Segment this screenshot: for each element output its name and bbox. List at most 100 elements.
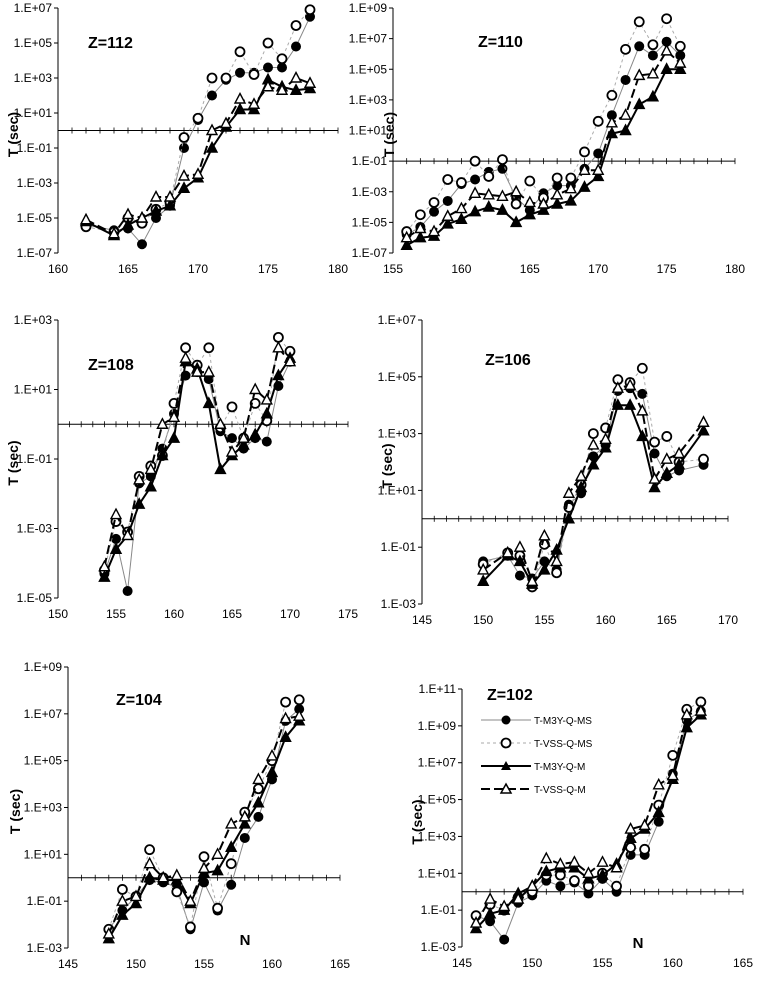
- data-point: [225, 445, 239, 457]
- y-tick-label: 1.E-01: [421, 903, 457, 917]
- data-point: [674, 62, 687, 74]
- y-tick-label: 1.E+03: [349, 93, 388, 107]
- data-point: [429, 206, 440, 217]
- series-t-vss-q-m: [102, 709, 306, 939]
- data-point: [262, 37, 274, 49]
- data-point: [550, 554, 563, 567]
- panel-z110: 1.E-07 1.E-05 1.E-03 1.E-01 1.E+01 1.E+03 1.E+…: [349, 1, 746, 276]
- panel-z104: 1.E-03 1.E-01 1.E+01 1.E+03 1.E+05 1.E+07 1.E+…: [7, 660, 350, 971]
- data-point: [483, 906, 497, 919]
- data-point: [636, 429, 649, 442]
- data-point: [574, 469, 588, 481]
- data-point: [660, 62, 673, 74]
- data-point: [252, 772, 265, 785]
- data-point: [206, 72, 218, 84]
- x-tick-label: 155: [194, 957, 214, 971]
- data-point: [149, 189, 163, 202]
- y-tick-label: 1.E+07: [14, 1, 53, 15]
- data-point: [79, 212, 93, 225]
- data-point: [135, 210, 149, 223]
- data-point: [197, 861, 211, 874]
- data-point: [280, 696, 292, 708]
- y-tick-label: 1.E-03: [27, 941, 63, 955]
- series-line-t-m3y-q-m: [85, 78, 311, 237]
- y-tick-label: 1.E-07: [352, 246, 388, 260]
- series-t-vss-q-m: [477, 378, 710, 586]
- y-tick-label: 1.E+01: [378, 483, 417, 497]
- data-point: [483, 892, 497, 904]
- legend: T-M3Y-Q-MS T-VSS-Q-MS T-M3Y-Q-M T-VSS-Q-…: [478, 708, 598, 796]
- data-point: [279, 711, 292, 724]
- x-tick-label: 155: [592, 956, 612, 970]
- x-tick-label: 145: [452, 956, 472, 970]
- data-point: [497, 154, 508, 165]
- data-point: [568, 855, 581, 867]
- data-point: [249, 382, 262, 395]
- data-point: [636, 403, 649, 416]
- data-point: [238, 816, 251, 829]
- y-tick-label: 1.E-05: [352, 215, 388, 229]
- data-point: [121, 528, 134, 541]
- legend-item: T-VSS-Q-M: [481, 782, 586, 796]
- data-point: [225, 858, 237, 870]
- series-t-vss-q-m: [98, 340, 297, 572]
- y-tick-label: 1.E-03: [381, 597, 417, 611]
- data-point: [660, 43, 673, 56]
- x-tick-label: 160: [164, 607, 184, 621]
- data-point: [599, 440, 612, 453]
- panel-z106: 1.E-03 1.E-01 1.E+01 1.E+03 1.E+05 1.E+07 145 1…: [378, 313, 739, 627]
- legend-item: T-M3Y-Q-M: [481, 761, 585, 773]
- x-tick-label: 175: [657, 262, 677, 276]
- data-point: [624, 822, 637, 834]
- data-point: [180, 342, 192, 354]
- data-point: [526, 879, 539, 891]
- data-point: [592, 115, 604, 127]
- data-point: [117, 884, 128, 895]
- data-point: [149, 203, 163, 216]
- panel-z102: 1.E-03 1.E-01 1.E+01 1.E+03 1.E+05 1.E+07 1.E+…: [409, 682, 753, 970]
- data-point: [207, 90, 217, 101]
- panel-title: Z=102: [487, 687, 533, 704]
- data-point: [554, 857, 567, 869]
- x-tick-label: 155: [383, 262, 403, 276]
- data-point: [291, 41, 301, 52]
- data-point: [610, 860, 623, 873]
- y-tick-label: 1.E+11: [419, 682, 457, 696]
- data-point: [514, 570, 525, 581]
- data-point: [637, 388, 648, 399]
- data-point: [647, 50, 658, 61]
- data-point: [587, 457, 600, 470]
- x-tick-label: 160: [596, 613, 616, 627]
- data-point: [652, 805, 665, 818]
- data-point: [468, 186, 482, 198]
- x-tick-label: 180: [725, 262, 745, 276]
- data-point: [233, 102, 247, 115]
- panel-title: Z=108: [88, 357, 134, 374]
- data-point: [184, 894, 197, 906]
- data-point: [253, 811, 264, 822]
- data-point: [275, 83, 289, 95]
- data-point: [211, 847, 224, 860]
- data-point: [470, 174, 481, 185]
- x-tick-label: 145: [412, 613, 432, 627]
- x-axis-title: N: [633, 935, 644, 952]
- data-point: [513, 540, 527, 552]
- data-point: [499, 934, 510, 945]
- x-tick-label: 150: [48, 607, 68, 621]
- data-point: [661, 431, 673, 442]
- panel-title: Z=110: [478, 34, 523, 51]
- x-tick-label: 165: [118, 262, 138, 276]
- legend-label: T-M3Y-Q-M: [534, 762, 585, 773]
- data-point: [191, 365, 204, 377]
- y-tick-label: 1.E+07: [418, 756, 457, 770]
- panel-title: Z=104: [116, 692, 162, 709]
- data-point: [211, 863, 224, 876]
- data-point: [198, 851, 210, 863]
- y-axis-title: T (sec): [381, 112, 397, 157]
- x-tick-label: 165: [222, 607, 242, 621]
- data-point: [414, 209, 426, 221]
- data-point: [192, 112, 204, 124]
- data-point: [121, 217, 135, 230]
- data-point: [537, 196, 550, 209]
- x-tick-label: 155: [106, 607, 126, 621]
